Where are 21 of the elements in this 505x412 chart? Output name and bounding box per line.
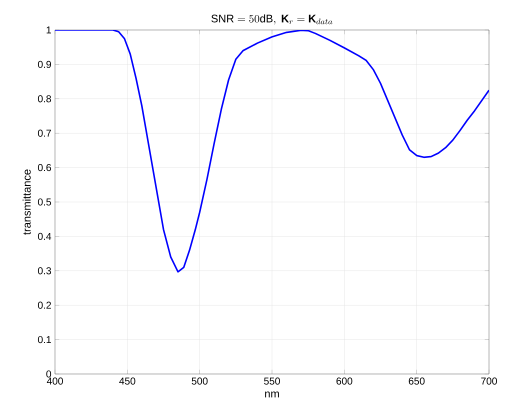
y-tick-label: 1 — [46, 26, 51, 34]
x-tick-label: 500 — [192, 378, 208, 385]
y-tick-label: 0.8 — [38, 95, 52, 102]
y-tick-label: 0.2 — [38, 302, 51, 309]
chart-title: $\mathrm{SNR} = 50\mathrm{dB},\ \mathbf{K}_r = \mathbf{K}_{data}$ — [211, 14, 332, 24]
x-tick-label: 400 — [46, 378, 63, 385]
x-tick-label: 650 — [408, 378, 425, 385]
y-tick-label: 0.4 — [38, 232, 52, 240]
y-tick-label: 0.3 — [38, 267, 52, 274]
y-tick-label: 0.7 — [38, 130, 51, 137]
y-tick-label: 0.9 — [38, 60, 52, 68]
y-tick-label: 0 — [46, 370, 52, 378]
y-axis-title: transmittance — [22, 169, 31, 235]
y-tick-label: 0.1 — [38, 336, 51, 344]
y-tick-label: 0.6 — [38, 164, 52, 172]
x-tick-label: 600 — [336, 378, 352, 385]
x-axis-title: nm — [265, 391, 279, 398]
x-tick-label: 450 — [119, 378, 136, 385]
x-tick-label: 700 — [481, 378, 497, 385]
y-tick-label: 0.5 — [38, 198, 52, 206]
x-tick-label: 550 — [264, 378, 280, 385]
